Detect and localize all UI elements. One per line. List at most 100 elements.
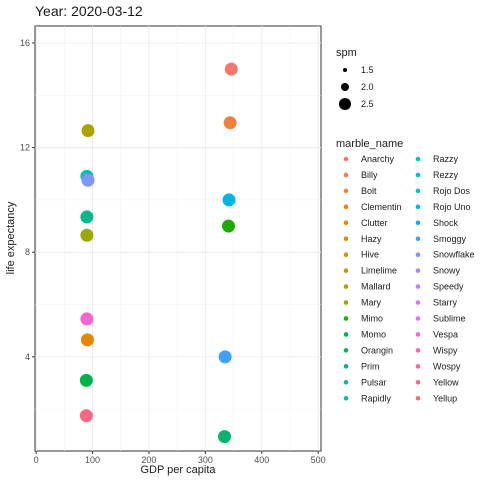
data-point [218,350,232,364]
x-tick-label: 400 [254,455,269,465]
color-legend: marble_name Anarchy Billy Bolt Clementin Clu… [336,138,475,403]
y-tick-label: 4 [25,352,30,362]
color-legend-key [343,395,349,401]
color-legend-key [343,316,349,321]
color-legend-key [343,380,349,385]
x-tick-label: 0 [34,455,39,465]
color-legend-label: Orangin [361,345,393,355]
color-legend-key [415,204,421,210]
color-legend-key [415,156,421,162]
color-legend-label: Clutter [361,218,388,228]
data-point [222,193,236,207]
y-axis-ticks: 4 8 12 16 [20,38,35,362]
x-tick-label: 100 [85,455,100,465]
color-legend-label: Anarchy [361,154,395,164]
x-axis-ticks: 0 100 200 300 400 500 [34,451,326,465]
color-legend-label: Razzy [433,154,459,164]
color-legend-key [343,204,349,210]
color-legend-title: marble_name [336,138,403,150]
color-legend-key [343,236,349,242]
data-point [79,409,93,423]
color-legend-key [415,172,421,178]
color-legend-label: Hive [361,250,379,260]
color-legend-key [415,380,421,385]
color-legend-label: Prim [361,361,380,371]
color-legend-label: Shock [433,218,459,228]
color-legend-label: Limelime [361,266,397,276]
data-point [224,62,238,76]
color-legend-label: Hazy [361,234,382,244]
data-point [218,430,232,444]
size-legend-key [341,83,349,91]
data-point [221,219,235,233]
color-legend-label: Pulsar [361,377,387,387]
color-legend-label: Clementin [361,202,402,212]
color-legend-label: Vespa [433,329,458,339]
y-axis-label: life expectancy [5,201,17,274]
color-legend-label: Bolt [361,186,377,196]
size-legend-label: 2.5 [361,99,374,109]
color-legend-key [343,300,349,305]
color-legend-key [343,252,349,257]
y-tick-label: 8 [25,247,30,257]
y-tick-label: 12 [20,143,30,153]
color-legend-label: Starry [433,298,458,308]
color-legend-key [343,268,349,273]
data-point [80,228,94,242]
color-legend-key [415,236,421,242]
size-legend-label: 1.5 [361,65,374,75]
color-legend-label: Rojo Uno [433,202,471,212]
x-tick-label: 200 [141,455,156,465]
color-legend-label: Momo [361,329,386,339]
color-legend-key [343,364,349,369]
color-legend-key [415,252,421,257]
color-legend-key [415,300,421,305]
color-legend-key [415,220,421,226]
color-legend-label: Speedy [433,282,464,292]
color-legend-key [415,188,421,194]
size-legend-title: spm [336,47,357,59]
y-tick-label: 16 [20,38,30,48]
size-legend-label: 2.0 [361,82,374,92]
color-legend-label: Rojo Dos [433,186,471,196]
color-legend-label: Billy [361,170,378,180]
color-legend-label: Smoggy [433,234,467,244]
size-legend: spm 1.5 2.0 2.5 [336,47,374,110]
color-legend-key [343,284,349,289]
x-axis-label: GDP per capita [140,464,216,476]
color-legend-label: Snowy [433,266,461,276]
color-legend-key [415,316,421,321]
size-legend-key [339,98,351,110]
color-legend-label: Rezzy [433,170,459,180]
color-legend-label: Rapidly [361,393,392,403]
color-legend-key [415,268,421,273]
color-legend-label: Wospy [433,361,461,371]
data-point [80,333,94,347]
chart-title: Year: 2020-03-12 [35,3,143,19]
color-legend-key [343,156,349,162]
data-point [81,124,95,138]
color-legend-key [343,348,349,353]
data-point [223,116,237,130]
color-legend-label: Snowflake [433,250,475,260]
color-legend-label: Sublime [433,314,466,324]
color-legend-key [415,395,421,401]
x-tick-label: 500 [311,455,326,465]
color-legend-key [415,348,421,353]
data-points [79,62,238,444]
color-legend-label: Wispy [433,345,458,355]
color-legend-key [343,332,349,337]
data-point [81,173,95,187]
color-legend-label: Yellow [433,377,459,387]
gridlines [35,26,321,451]
x-tick-label: 300 [198,455,213,465]
color-legend-key [415,284,421,289]
data-point [80,210,94,224]
color-legend-label: Mimo [361,314,383,324]
data-point [79,373,93,387]
color-legend-label: Mallard [361,282,391,292]
size-legend-key [343,68,347,72]
color-legend-label: Mary [361,298,381,308]
color-legend-key [415,332,421,337]
